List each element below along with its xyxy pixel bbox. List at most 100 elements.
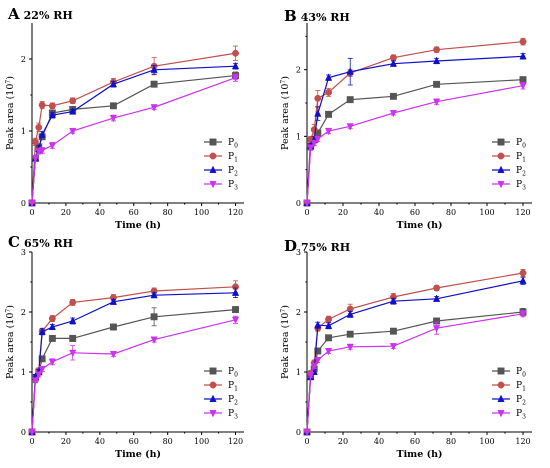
data-point bbox=[346, 310, 354, 318]
x-tick-label: 60 bbox=[129, 208, 139, 217]
data-point bbox=[28, 199, 36, 208]
legend-label-text: P bbox=[516, 180, 522, 190]
x-tick-label: 80 bbox=[446, 437, 456, 446]
y-axis-title-close: ) bbox=[280, 305, 291, 309]
data-point bbox=[314, 356, 322, 365]
data-point bbox=[389, 109, 397, 118]
x-tick-label: 40 bbox=[374, 437, 384, 446]
x-tick-label: 100 bbox=[479, 437, 494, 446]
panel-condition: 65% RH bbox=[24, 237, 73, 250]
data-point bbox=[232, 49, 239, 57]
x-tick-label: 80 bbox=[163, 437, 173, 446]
data-point bbox=[325, 321, 333, 329]
legend-label-sub: 0 bbox=[234, 143, 238, 150]
data-point bbox=[346, 123, 354, 131]
legend-label-text: P bbox=[516, 138, 522, 148]
legend-label-sub: 0 bbox=[522, 372, 526, 379]
y-tick-label: 1 bbox=[21, 127, 26, 136]
data-point bbox=[346, 67, 354, 75]
data-point bbox=[519, 82, 527, 91]
y-axis-title-exp: 7 bbox=[280, 80, 287, 84]
legend-label-sub: 1 bbox=[234, 157, 238, 164]
x-tick-label: 120 bbox=[515, 208, 530, 217]
legend-label: P3 bbox=[516, 409, 526, 421]
legend-marker bbox=[497, 394, 505, 403]
legend-label-sub: 0 bbox=[522, 143, 526, 150]
x-axis-title: Time (h) bbox=[115, 220, 161, 231]
y-tick-label: 0 bbox=[296, 428, 301, 437]
data-point bbox=[433, 56, 441, 65]
series-p0 bbox=[303, 76, 527, 207]
data-point bbox=[314, 94, 322, 102]
x-tick-label: 120 bbox=[228, 437, 243, 446]
legend-label: P3 bbox=[228, 409, 238, 421]
y-tick-label: 1 bbox=[21, 368, 26, 377]
series-line bbox=[31, 65, 236, 204]
data-point bbox=[314, 320, 322, 329]
panel-letter: D bbox=[284, 237, 297, 255]
legend-label-sub: 3 bbox=[234, 185, 238, 192]
data-point bbox=[303, 428, 311, 437]
data-point bbox=[389, 343, 397, 351]
data-point bbox=[389, 92, 397, 100]
panel-condition: 22% RH bbox=[24, 9, 73, 22]
legend-marker bbox=[209, 394, 217, 403]
x-tick-label: 0 bbox=[29, 437, 34, 446]
y-axis-title-close: ) bbox=[280, 76, 291, 80]
y-tick-label: 2 bbox=[21, 308, 26, 317]
legend-label-text: P bbox=[516, 409, 522, 419]
x-tick-label: 20 bbox=[61, 437, 71, 446]
series-line bbox=[306, 41, 524, 204]
panel-letter: C bbox=[8, 233, 20, 251]
series-p1 bbox=[303, 268, 527, 436]
legend-marker bbox=[497, 165, 505, 174]
y-tick-label: 0 bbox=[21, 199, 26, 208]
series-p2 bbox=[303, 276, 527, 436]
data-point bbox=[433, 80, 441, 88]
legend-label-sub: 1 bbox=[234, 386, 238, 393]
series-line bbox=[306, 280, 524, 433]
data-point bbox=[69, 127, 77, 136]
data-point bbox=[48, 358, 56, 367]
data-point bbox=[325, 73, 333, 81]
data-point bbox=[109, 297, 118, 305]
legend-label-text: P bbox=[228, 381, 234, 391]
series-line bbox=[306, 272, 524, 433]
x-tick-label: 60 bbox=[410, 437, 420, 446]
data-point bbox=[38, 355, 46, 363]
data-point bbox=[389, 327, 397, 335]
legend-label-text: P bbox=[228, 152, 234, 162]
data-point bbox=[28, 428, 36, 437]
x-tick-label: 20 bbox=[338, 437, 348, 446]
y-axis-title-text: Peak area (10 bbox=[5, 84, 16, 150]
legend-label: P1 bbox=[516, 152, 526, 164]
panel-title: C 65% RH bbox=[8, 233, 73, 251]
x-axis-title: Time (h) bbox=[115, 449, 161, 460]
data-point bbox=[346, 343, 354, 352]
legend-label: P2 bbox=[228, 166, 238, 178]
data-point bbox=[314, 347, 322, 355]
legend-label-sub: 2 bbox=[234, 400, 238, 407]
x-axis-title: Time (h) bbox=[397, 220, 443, 231]
x-tick-label: 20 bbox=[338, 208, 348, 217]
legend-label: P0 bbox=[228, 367, 238, 379]
data-point bbox=[310, 362, 318, 371]
data-point bbox=[519, 269, 527, 277]
series-p3 bbox=[303, 81, 527, 208]
data-point bbox=[48, 334, 56, 342]
y-tick-label: 1 bbox=[296, 368, 301, 377]
data-point bbox=[231, 74, 240, 83]
data-point bbox=[346, 330, 354, 338]
series-line bbox=[31, 319, 236, 433]
panel-condition: 75% RH bbox=[301, 241, 350, 254]
data-point bbox=[519, 310, 527, 319]
data-point bbox=[69, 107, 77, 115]
y-axis-title-text: Peak area (10 bbox=[5, 313, 16, 379]
data-point bbox=[109, 350, 118, 359]
data-point bbox=[35, 123, 43, 131]
